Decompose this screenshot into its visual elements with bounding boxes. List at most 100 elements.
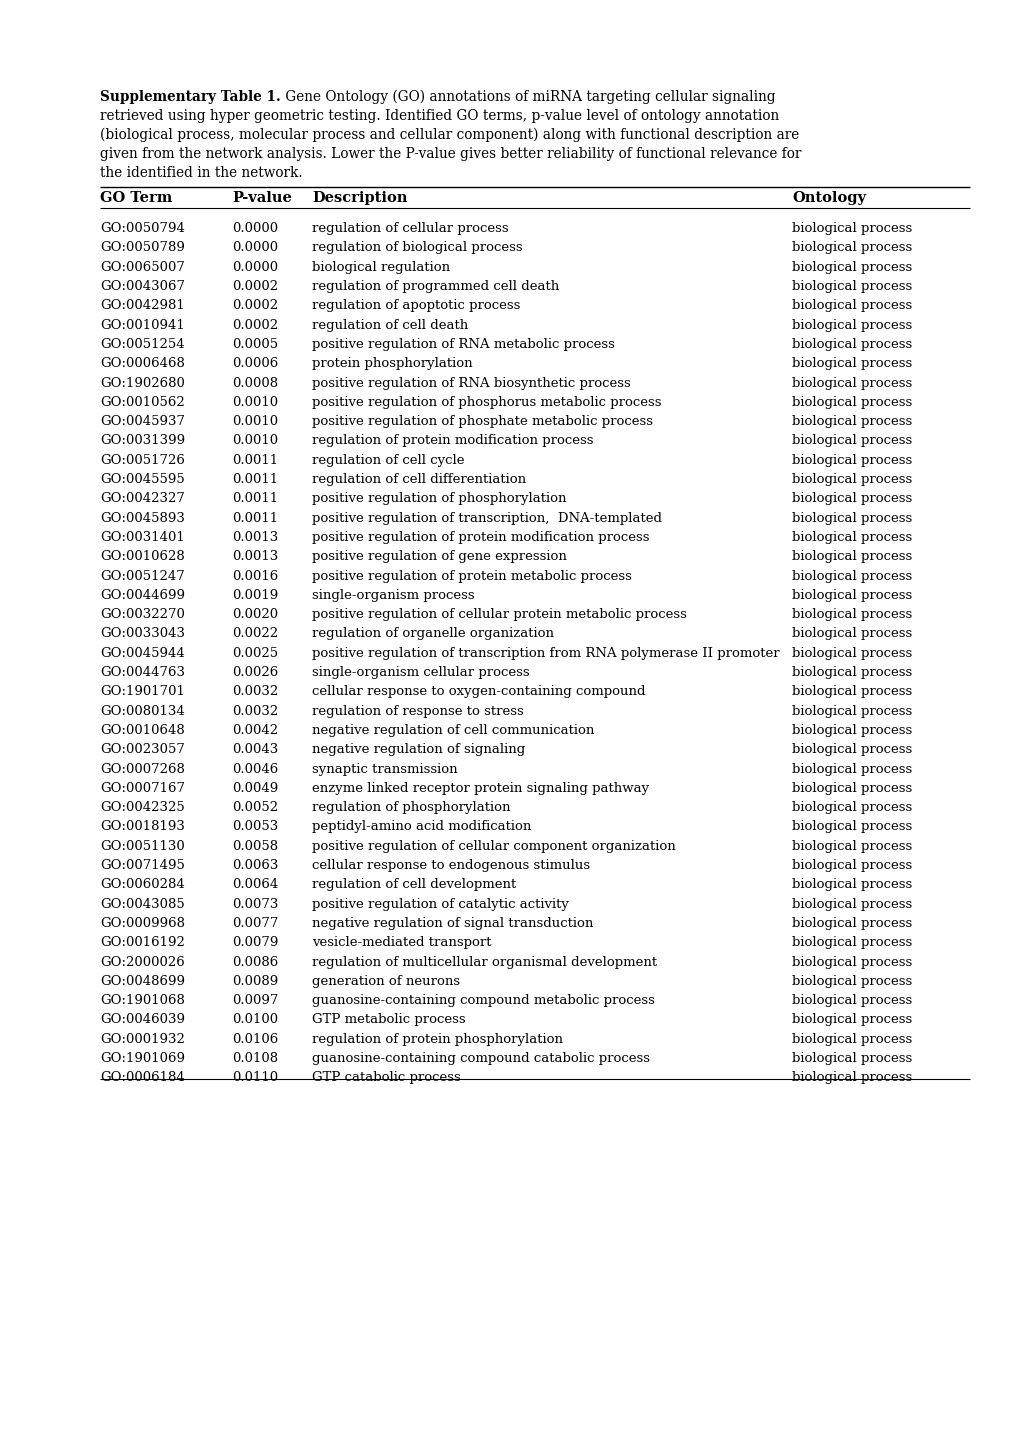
- Text: biological process: biological process: [791, 1071, 911, 1084]
- Text: negative regulation of signal transduction: negative regulation of signal transducti…: [312, 916, 593, 929]
- Text: biological process: biological process: [791, 1013, 911, 1026]
- Text: 0.0100: 0.0100: [231, 1013, 278, 1026]
- Text: 0.0097: 0.0097: [231, 994, 278, 1007]
- Text: biological process: biological process: [791, 492, 911, 505]
- Text: biological process: biological process: [791, 782, 911, 795]
- Text: GO:1902680: GO:1902680: [100, 377, 184, 390]
- Text: 0.0052: 0.0052: [231, 801, 278, 814]
- Text: GO:0018193: GO:0018193: [100, 821, 184, 834]
- Text: P-value: P-value: [231, 192, 291, 205]
- Text: GO:0048699: GO:0048699: [100, 975, 184, 988]
- Text: positive regulation of phosphate metabolic process: positive regulation of phosphate metabol…: [312, 416, 652, 429]
- Text: 0.0002: 0.0002: [231, 280, 278, 293]
- Text: 0.0086: 0.0086: [231, 955, 278, 968]
- Text: GO:1901701: GO:1901701: [100, 685, 184, 698]
- Text: biological process: biological process: [791, 879, 911, 892]
- Text: 0.0011: 0.0011: [231, 473, 278, 486]
- Text: guanosine-containing compound catabolic process: guanosine-containing compound catabolic …: [312, 1052, 649, 1065]
- Text: biological process: biological process: [791, 299, 911, 312]
- Text: positive regulation of cellular protein metabolic process: positive regulation of cellular protein …: [312, 608, 686, 620]
- Text: 0.0046: 0.0046: [231, 762, 278, 775]
- Text: biological process: biological process: [791, 434, 911, 447]
- Text: biological process: biological process: [791, 512, 911, 525]
- Text: biological process: biological process: [791, 473, 911, 486]
- Text: GO:0010648: GO:0010648: [100, 724, 184, 737]
- Text: vesicle-mediated transport: vesicle-mediated transport: [312, 937, 491, 949]
- Text: biological process: biological process: [791, 377, 911, 390]
- Text: positive regulation of phosphorylation: positive regulation of phosphorylation: [312, 492, 566, 505]
- Text: cellular response to oxygen-containing compound: cellular response to oxygen-containing c…: [312, 685, 645, 698]
- Text: biological process: biological process: [791, 416, 911, 429]
- Text: positive regulation of cellular component organization: positive regulation of cellular componen…: [312, 840, 676, 853]
- Text: peptidyl-amino acid modification: peptidyl-amino acid modification: [312, 821, 531, 834]
- Text: 0.0022: 0.0022: [231, 628, 278, 641]
- Text: biological process: biological process: [791, 570, 911, 583]
- Text: 0.0006: 0.0006: [231, 358, 278, 371]
- Text: GO:0050794: GO:0050794: [100, 222, 184, 235]
- Text: biological process: biological process: [791, 801, 911, 814]
- Text: 0.0010: 0.0010: [231, 434, 278, 447]
- Text: single-organism cellular process: single-organism cellular process: [312, 667, 529, 680]
- Text: GO:0051130: GO:0051130: [100, 840, 184, 853]
- Text: GO:0050789: GO:0050789: [100, 241, 184, 254]
- Text: regulation of cell development: regulation of cell development: [312, 879, 516, 892]
- Text: regulation of biological process: regulation of biological process: [312, 241, 522, 254]
- Text: biological process: biological process: [791, 531, 911, 544]
- Text: 0.0005: 0.0005: [231, 338, 278, 351]
- Text: biological process: biological process: [791, 667, 911, 680]
- Text: biological process: biological process: [791, 975, 911, 988]
- Text: negative regulation of signaling: negative regulation of signaling: [312, 743, 525, 756]
- Text: biological process: biological process: [791, 743, 911, 756]
- Text: 0.0016: 0.0016: [231, 570, 278, 583]
- Text: 0.0079: 0.0079: [231, 937, 278, 949]
- Text: 0.0013: 0.0013: [231, 550, 278, 563]
- Text: single-organism process: single-organism process: [312, 589, 474, 602]
- Text: 0.0053: 0.0053: [231, 821, 278, 834]
- Text: positive regulation of RNA biosynthetic process: positive regulation of RNA biosynthetic …: [312, 377, 630, 390]
- Text: guanosine-containing compound metabolic process: guanosine-containing compound metabolic …: [312, 994, 654, 1007]
- Text: GTP catabolic process: GTP catabolic process: [312, 1071, 461, 1084]
- Text: biological process: biological process: [791, 685, 911, 698]
- Text: GO:0010562: GO:0010562: [100, 395, 184, 408]
- Text: 0.0000: 0.0000: [231, 241, 278, 254]
- Text: biological process: biological process: [791, 261, 911, 274]
- Text: Supplementary Table 1.: Supplementary Table 1.: [100, 89, 280, 104]
- Text: positive regulation of catalytic activity: positive regulation of catalytic activit…: [312, 898, 569, 911]
- Text: regulation of response to stress: regulation of response to stress: [312, 704, 523, 717]
- Text: GO:0007167: GO:0007167: [100, 782, 184, 795]
- Text: cellular response to endogenous stimulus: cellular response to endogenous stimulus: [312, 859, 590, 872]
- Text: regulation of multicellular organismal development: regulation of multicellular organismal d…: [312, 955, 656, 968]
- Text: GO:0045595: GO:0045595: [100, 473, 184, 486]
- Text: 0.0010: 0.0010: [231, 416, 278, 429]
- Text: 0.0110: 0.0110: [231, 1071, 278, 1084]
- Text: positive regulation of protein metabolic process: positive regulation of protein metabolic…: [312, 570, 631, 583]
- Text: biological process: biological process: [791, 1033, 911, 1046]
- Text: GO:0033043: GO:0033043: [100, 628, 184, 641]
- Text: GO:0009968: GO:0009968: [100, 916, 184, 929]
- Text: 0.0089: 0.0089: [231, 975, 278, 988]
- Text: GO:0007268: GO:0007268: [100, 762, 184, 775]
- Text: GO:1901068: GO:1901068: [100, 994, 184, 1007]
- Text: the identified in the network.: the identified in the network.: [100, 166, 303, 180]
- Text: biological process: biological process: [791, 762, 911, 775]
- Text: biological process: biological process: [791, 840, 911, 853]
- Text: 0.0011: 0.0011: [231, 492, 278, 505]
- Text: GO:1901069: GO:1901069: [100, 1052, 184, 1065]
- Text: GO:0001932: GO:0001932: [100, 1033, 184, 1046]
- Text: biological process: biological process: [791, 646, 911, 659]
- Text: GO:2000026: GO:2000026: [100, 955, 184, 968]
- Text: GO:0016192: GO:0016192: [100, 937, 184, 949]
- Text: 0.0020: 0.0020: [231, 608, 278, 620]
- Text: 0.0002: 0.0002: [231, 299, 278, 312]
- Text: GO:0032270: GO:0032270: [100, 608, 184, 620]
- Text: biological process: biological process: [791, 338, 911, 351]
- Text: 0.0010: 0.0010: [231, 395, 278, 408]
- Text: biological process: biological process: [791, 994, 911, 1007]
- Text: GO:0043067: GO:0043067: [100, 280, 184, 293]
- Text: biological regulation: biological regulation: [312, 261, 449, 274]
- Text: 0.0025: 0.0025: [231, 646, 278, 659]
- Text: 0.0019: 0.0019: [231, 589, 278, 602]
- Text: 0.0063: 0.0063: [231, 859, 278, 872]
- Text: GO:0044699: GO:0044699: [100, 589, 184, 602]
- Text: regulation of cell death: regulation of cell death: [312, 319, 468, 332]
